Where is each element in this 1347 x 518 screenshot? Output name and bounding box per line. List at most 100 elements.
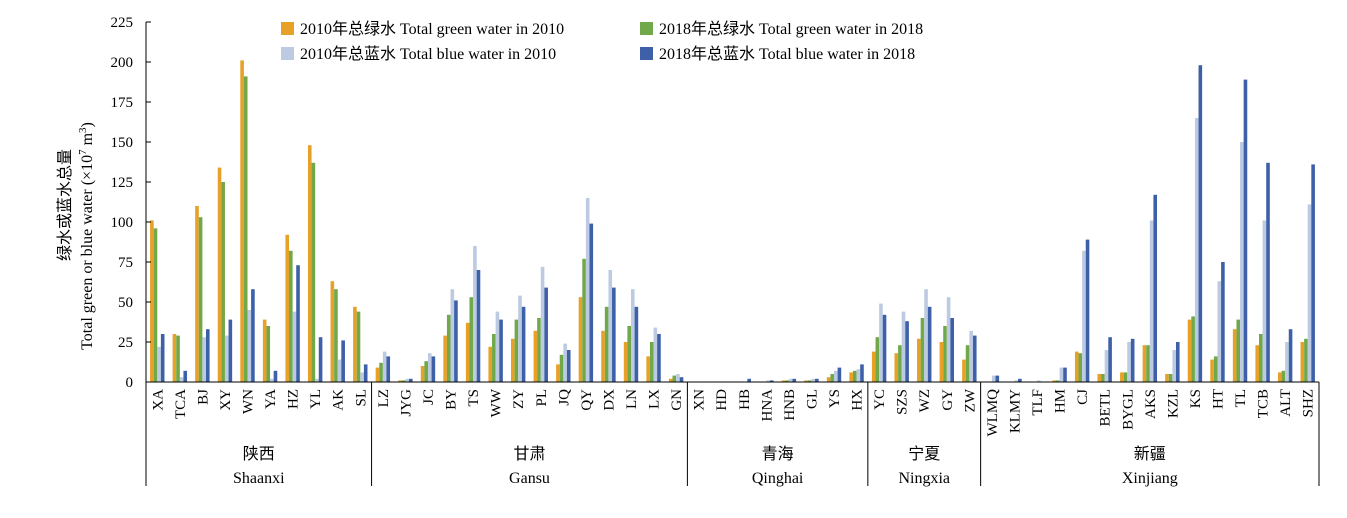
bar-blue2010-TCB bbox=[1262, 220, 1267, 382]
bar-green2018-HNB bbox=[785, 380, 789, 382]
bar-green2010-ZY bbox=[511, 338, 515, 382]
bar-blue2018-YL bbox=[318, 337, 323, 382]
bar-green2018-BJ bbox=[198, 217, 203, 382]
bar-green2018-GY bbox=[943, 326, 947, 382]
group-label-cn: 宁夏 bbox=[908, 445, 940, 463]
bar-blue2018-TS bbox=[476, 270, 481, 382]
y-tick-label: 0 bbox=[126, 375, 134, 391]
bar-blue2010-WLMQ bbox=[991, 375, 996, 382]
bar-blue2018-XY bbox=[228, 319, 233, 382]
bar-blue2018-BYGL bbox=[1130, 338, 1135, 382]
y-axis-title-unit: m bbox=[79, 132, 96, 149]
category-label-TLF: TLF bbox=[1030, 389, 1046, 416]
bar-blue2010-WZ bbox=[924, 289, 928, 382]
bar-green2018-TL bbox=[1236, 319, 1241, 382]
category-label-LN: LN bbox=[624, 389, 640, 409]
bar-green2010-KZL bbox=[1165, 374, 1169, 382]
bar-blue2010-BJ bbox=[202, 337, 206, 382]
bar-blue2018-KLMY bbox=[1018, 378, 1022, 382]
bar-blue2018-TCA bbox=[183, 370, 188, 382]
category-label-HNB: HNB bbox=[782, 389, 798, 421]
bar-blue2010-TLF bbox=[1037, 380, 1041, 382]
bar-green2018-BYGL bbox=[1123, 372, 1128, 382]
category-label-LZ: LZ bbox=[376, 389, 392, 407]
category-labels: XA TCA BJ XY WN YA HZ YL AK SL LZ JYG JC BY TS WW ZY PL JQ… bbox=[150, 388, 1316, 436]
bar-blue2010-YS bbox=[834, 370, 838, 382]
y-axis-title-en-main: Total green or blue water (×10 bbox=[79, 155, 96, 350]
bar-blue2010-TCA bbox=[179, 377, 184, 382]
bar-blue2018-GL bbox=[815, 378, 819, 382]
bar-green2010-BYGL bbox=[1120, 372, 1124, 382]
bar-blue2010-KZL bbox=[1172, 350, 1176, 382]
bar-green2018-SZS bbox=[898, 345, 902, 382]
bar-blue2010-SHZ bbox=[1307, 204, 1312, 382]
bar-green2010-BJ bbox=[195, 206, 199, 382]
bar-blue2010-AKS bbox=[1149, 220, 1154, 382]
bar-blue2018-TCB bbox=[1266, 162, 1270, 382]
bar-blue2018-HNA bbox=[769, 380, 774, 382]
y-tick-label: 50 bbox=[118, 295, 133, 311]
bar-green2010-YL bbox=[307, 145, 312, 382]
bar-green2010-XY bbox=[217, 167, 222, 382]
bar-blue2018-CJ bbox=[1085, 239, 1090, 382]
bar-blue2018-TL bbox=[1243, 79, 1248, 382]
bar-green2010-JYG bbox=[398, 380, 402, 382]
category-label-YC: YC bbox=[872, 389, 888, 410]
bar-blue2010-PL bbox=[540, 266, 545, 382]
y-axis-title-sup1: 7 bbox=[77, 149, 89, 155]
bar-green2010-LN bbox=[623, 342, 628, 382]
group-labels: 陕西 Shaanxi 甘肃 Gansu 青海 Qinghai 宁夏 Ningxia 新疆 Xinj… bbox=[233, 445, 1178, 487]
group-label-cn: 陕西 bbox=[243, 445, 275, 463]
bar-blue2018-BJ bbox=[205, 329, 210, 382]
y-tick-label: 200 bbox=[111, 55, 134, 71]
category-label-BY: BY bbox=[444, 389, 460, 410]
bar-blue2018-YC bbox=[882, 314, 887, 382]
bar-green2018-JC bbox=[424, 361, 428, 382]
category-label-WN: WN bbox=[241, 389, 257, 414]
bar-green2010-AKS bbox=[1142, 345, 1147, 382]
bar-green2010-WW bbox=[488, 346, 493, 382]
bar-green2010-TL bbox=[1232, 329, 1237, 382]
category-label-SZS: SZS bbox=[895, 389, 911, 415]
bar-blue2018-KZL bbox=[1175, 342, 1180, 382]
bar-green2010-HT bbox=[1210, 359, 1214, 382]
bar-blue2010-YC bbox=[879, 303, 883, 382]
legend-label-green2010: 2010年总绿水 Total green water in 2010 bbox=[300, 20, 564, 38]
legend-label-green2018: 2018年总绿水 Total green water in 2018 bbox=[659, 20, 923, 38]
bar-green2018-AK bbox=[334, 289, 338, 382]
category-label-KLMY: KLMY bbox=[1007, 389, 1023, 433]
category-label-JQ: JQ bbox=[556, 389, 572, 406]
group-label-en: Gansu bbox=[509, 470, 550, 487]
legend-label-blue2010: 2010年总蓝水 Total blue water in 2010 bbox=[300, 45, 556, 63]
bar-blue2018-HM bbox=[1063, 367, 1067, 382]
category-label-JC: JC bbox=[421, 389, 437, 405]
bars-layer bbox=[150, 60, 1315, 383]
bar-blue2010-BYGL bbox=[1127, 342, 1131, 382]
bar-green2010-ZW bbox=[962, 359, 966, 382]
bar-green2018-GN bbox=[672, 375, 677, 382]
bar-green2018-YC bbox=[875, 337, 880, 382]
bar-green2010-TS bbox=[465, 322, 470, 382]
bar-blue2010-WN bbox=[247, 310, 252, 382]
bar-blue2018-AKS bbox=[1153, 194, 1158, 382]
bar-green2018-KS bbox=[1191, 316, 1195, 382]
legend: 2010年总绿水 Total green water in 2010 2018年… bbox=[281, 20, 923, 63]
bar-green2018-WZ bbox=[920, 318, 925, 382]
category-label-LX: LX bbox=[647, 389, 663, 409]
bar-blue2010-YA bbox=[270, 378, 274, 382]
bar-blue2018-QY bbox=[589, 223, 594, 382]
category-label-XN: XN bbox=[692, 389, 708, 411]
group-label-cn: 新疆 bbox=[1134, 445, 1166, 463]
bar-green2010-JQ bbox=[556, 364, 560, 382]
bar-green2010-GY bbox=[939, 342, 944, 382]
bar-green2010-YC bbox=[871, 351, 876, 382]
bar-green2018-GL bbox=[807, 380, 812, 382]
category-label-HD: HD bbox=[714, 389, 730, 411]
bar-blue2010-HX bbox=[856, 369, 861, 382]
bar-green2010-HZ bbox=[285, 234, 290, 382]
bar-blue2018-WN bbox=[251, 289, 255, 382]
bar-blue2010-KS bbox=[1194, 118, 1199, 382]
bar-green2018-LZ bbox=[379, 362, 383, 382]
bar-blue2010-GN bbox=[676, 374, 680, 382]
bar-green2018-WW bbox=[492, 334, 496, 382]
